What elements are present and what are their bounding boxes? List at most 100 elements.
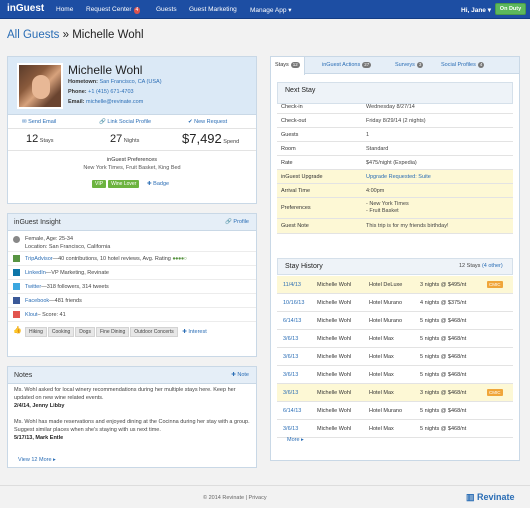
email-label: Email: [68,99,85,105]
insight-interests: 👍 Hiking Cooking Dogs Fine Dining Outdoor Co… [8,322,256,340]
stay-history-row[interactable]: 6/14/13 Michelle Wohl Hotel Murano 5 nights… [277,402,513,420]
pref-line: - Fruit Basket [366,207,399,214]
tab-inguest-actions[interactable]: inGuest Actions 27 [318,57,375,74]
stay-history-row[interactable]: 6/14/13 Michelle Wohl Hotel Murano 5 nights… [277,312,513,330]
stay-date[interactable]: 10/16/13 [283,300,305,306]
stay-date[interactable]: 3/6/13 [283,336,299,342]
stay-date[interactable]: 3/6/13 [283,426,299,432]
twitter-link[interactable]: Twitter [25,284,42,290]
breadcrumb-all-guests[interactable]: All Guests [7,29,60,41]
stay-date[interactable]: 3/6/13 [283,354,299,360]
hometown-value[interactable]: San Francisco, CA (USA) [99,79,162,85]
insight-linkedin: LinkedIn—VP Marketing, Revinate [8,266,256,280]
tripadvisor-icon [13,255,20,262]
pref-line: - New York Times [366,201,409,207]
tripadvisor-link[interactable]: TripAdvisor [25,256,53,262]
tab-social-profiles[interactable]: Social Profiles 4 [437,57,488,74]
row-key: Check-in [281,104,303,110]
upgrade-link[interactable]: Upgrade Requested: Suite [366,174,431,180]
next-stay-row: Arrival Time 4:00pm [277,184,513,198]
stay-hotel: Hotel Max [369,354,394,360]
row-value: 4:00pm [366,188,385,194]
stay-date[interactable]: 6/14/13 [283,318,302,324]
preferences-block: inGuest Preferences New York Times, Frui… [8,151,256,188]
profile-stats: 12 Stays 27 Nights $7,492 Spend [8,129,256,151]
row-value: This trip is for my friends birthday! [366,223,449,229]
new-request-button[interactable]: ✔ New Request [188,119,227,125]
tripadvisor-text: —40 contributions, 10 hotel reviews, Avg… [52,256,171,262]
page-title: All Guests » Michelle Wohl [7,29,144,41]
stay-history-row[interactable]: 11/4/13 Michelle Wohl Hotel DeLuxe 3 nights… [277,276,513,294]
prefs-text: New York Times, Fruit Basket, King Bed [83,165,181,171]
add-interest-link[interactable]: ✚ Interest [182,329,206,335]
stay-date[interactable]: 6/14/13 [283,408,302,414]
insight-facebook: Facebook—481 friends [8,294,256,308]
stay-guest-name: Michelle Wohl [317,372,352,378]
linkedin-icon [13,269,20,276]
stay-date[interactable]: 3/6/13 [283,390,299,396]
insight-header: inGuest Insight 🔗 Profile [8,214,256,231]
nav-request-center[interactable]: Request Center 4 [86,6,141,14]
add-badge-link[interactable]: ✚ Badge [147,181,169,187]
twitter-row: Twitter—318 followers, 314 tweets [25,284,109,290]
notes-header: Notes ✚ Note [8,367,256,384]
chart-bars-icon: ▥ [466,492,478,502]
profile-link-label: Profile [233,219,249,225]
nav-home[interactable]: Home [56,6,74,13]
facebook-link[interactable]: Facebook [25,298,50,304]
stay-history-row[interactable]: 3/6/13 Michelle Wohl Hotel Max 5 nights @ $… [277,366,513,384]
nav-guests[interactable]: Guests [156,6,177,13]
envelope-icon: ✉ [22,119,29,125]
nights-value: 27 [110,133,123,145]
stay-hotel: Hotel Max [369,390,394,396]
stay-history-row[interactable]: 3/6/13 Michelle Wohl Hotel Max 5 nights @ $… [277,348,513,366]
on-duty-button[interactable]: On Duty [495,3,526,15]
cmic-tag: CMIC [487,389,503,396]
tab-social-count: 4 [477,62,485,68]
email-value[interactable]: michelle@revinate.com [86,99,144,105]
add-interest-label: Interest [188,329,207,335]
stay-date[interactable]: 3/6/13 [283,372,299,378]
view-more-notes-link[interactable]: View 12 More ▸ [18,457,56,463]
more-stays-link[interactable]: More ▸ [287,437,304,443]
stay-guest-name: Michelle Wohl [317,282,352,288]
stay-date[interactable]: 11/4/13 [283,282,301,288]
next-stay-title: Next Stay [285,87,316,94]
stay-nights-rate: 5 nights @ $468/nt [420,372,467,378]
stay-nights-rate: 5 nights @ $468/nt [420,354,467,360]
twitter-text: —318 followers, 314 tweets [41,284,109,290]
linkedin-text: —VP Marketing, Revinate [45,270,109,276]
note-item: Ms. Wohl has made reservations and enjoy… [14,419,250,443]
linkedin-link[interactable]: LinkedIn [25,270,46,276]
nav-guest-marketing[interactable]: Guest Marketing [189,6,237,13]
insight-tripadvisor: TripAdvisor—40 contributions, 10 hotel r… [8,252,256,266]
interest-chip: Fine Dining [95,327,130,337]
interest-chip: Outdoor Concerts [130,327,178,337]
klout-link[interactable]: Klout [25,312,38,318]
history-other-link[interactable]: (4 other) [481,263,503,269]
note-text: Ms. Wohl asked for local winery recommen… [14,387,236,401]
profile-link[interactable]: 🔗 Profile [225,214,249,231]
stay-history-row[interactable]: 10/16/13 Michelle Wohl Hotel Murano 4 night… [277,294,513,312]
user-menu[interactable]: Hi, Jane ▾ [461,7,491,14]
stay-history-row[interactable]: 3/6/13 Michelle Wohl Hotel Max 3 nights @ $… [277,384,513,402]
link-social-profile-button[interactable]: 🔗 Link Social Profile [99,119,151,125]
tab-surveys[interactable]: Surveys 3 [391,57,427,74]
phone-value[interactable]: +1 (415) 671-4703 [88,89,134,95]
next-stay-header [277,82,513,104]
row-key: Guest Note [281,223,309,229]
interest-chip: Dogs [75,327,95,337]
row-value: Standard [366,146,389,152]
send-email-button[interactable]: ✉ Send Email [22,119,56,125]
brand-logo[interactable]: inGuest [7,3,45,14]
tab-stays[interactable]: Stays 12 [271,57,305,75]
rating-circles: ●●●●○ [172,256,187,262]
row-value: $475/night (Expedia) [366,160,417,166]
stay-history-row[interactable]: 3/6/13 Michelle Wohl Hotel Max 5 nights @ $… [277,330,513,348]
klout-row: Klout– Score: 41 [25,312,66,318]
nav-manage-app[interactable]: Manage App ▾ [250,7,292,14]
breadcrumb-guest-name: Michelle Wohl [72,29,144,41]
stay-history-row[interactable]: 3/6/13 Michelle Wohl Hotel Max 5 nights @ $… [277,420,513,438]
add-note-link[interactable]: ✚ Note [231,367,249,384]
tab-actions-count: 27 [362,62,372,68]
